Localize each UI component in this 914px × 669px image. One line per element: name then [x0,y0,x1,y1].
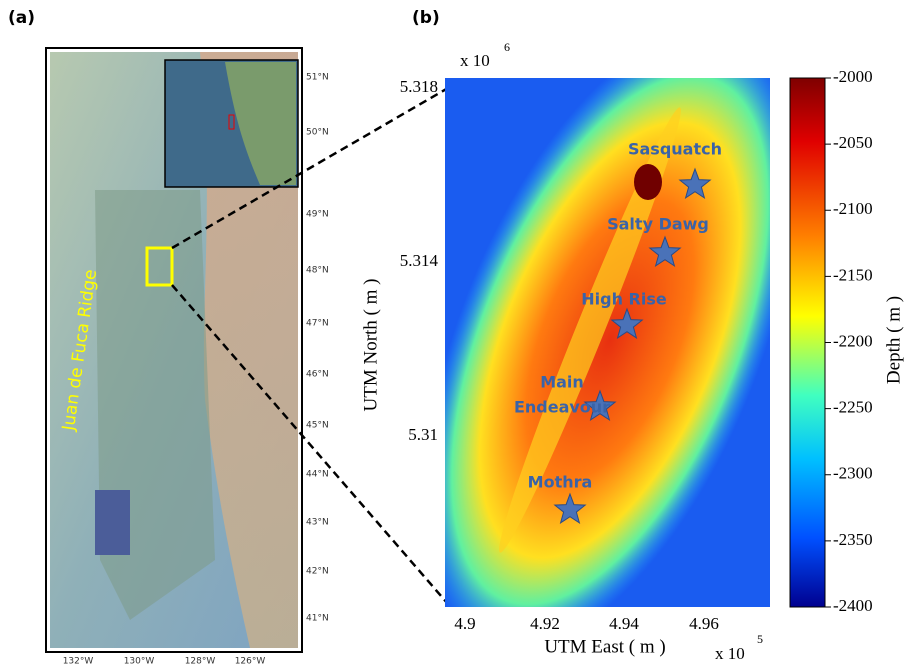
lat-tick-label: 45°N [306,421,329,431]
lat-tick-label: 41°N [306,614,329,624]
colorbar-tick-label: -2400 [833,596,873,615]
site-label: Sasquatch [628,140,722,159]
lon-tick-label: 126°W [235,657,266,667]
lat-tick-label: 46°N [306,370,329,380]
x-tick-label: 4.9 [454,614,475,633]
lat-tick-label: 48°N [306,266,329,276]
x-exponent: 5 [757,632,763,646]
lat-tick-label: 50°N [306,128,329,138]
site-label: High Rise [581,290,667,309]
figure: (a) Juan de Fuca Ridge (b) x 10 6 x 10 5… [0,0,914,669]
lat-tick-label: 42°N [306,567,329,577]
y-multiplier: x 10 [460,51,490,70]
colorbar-tick-label: -2150 [833,265,873,284]
survey-coverage [95,190,215,620]
y-axis-label: UTM North ( m ) [360,279,381,412]
site-label: Endeavour [514,398,610,417]
site-label: Mothra [528,473,593,492]
colorbar-tick-label: -2250 [833,398,873,417]
colorbar-tick-label: -2350 [833,530,873,549]
site-label: Salty Dawg [607,215,709,234]
colorbar-tick-label: -2100 [833,199,873,218]
x-multiplier: x 10 [715,644,745,663]
colorbar-tick-label: -2300 [833,464,873,483]
colorbar-label: Depth ( m ) [883,296,904,384]
lat-tick-label: 44°N [306,470,329,480]
x-axis-label: UTM East ( m ) [544,636,665,657]
lat-tick-label: 49°N [306,210,329,220]
site-label: Main [540,373,584,392]
lon-tick-label: 128°W [185,657,216,667]
lat-tick-label: 51°N [306,73,329,83]
lat-tick-label: 47°N [306,319,329,329]
colorbar [790,78,825,607]
y-tick-label: 5.31 [408,425,438,444]
lon-tick-label: 130°W [124,657,155,667]
lon-tick-label: 132°W [63,657,94,667]
x-tick-label: 4.92 [530,614,560,633]
panel-label: (b) [412,8,440,28]
colorbar-tick-label: -2200 [833,331,873,350]
x-tick-label: 4.96 [689,614,719,633]
colorbar-tick-label: -2050 [833,133,873,152]
x-tick-label: 4.94 [609,614,639,633]
y-tick-label: 5.314 [400,251,439,270]
y-exponent: 6 [504,40,510,54]
y-tick-label: 5.318 [400,77,438,96]
survey-block [95,490,130,555]
lat-tick-label: 43°N [306,518,329,528]
panel-label: (a) [8,8,35,28]
colorbar-tick-label: -2000 [833,67,873,86]
summit [634,164,662,200]
